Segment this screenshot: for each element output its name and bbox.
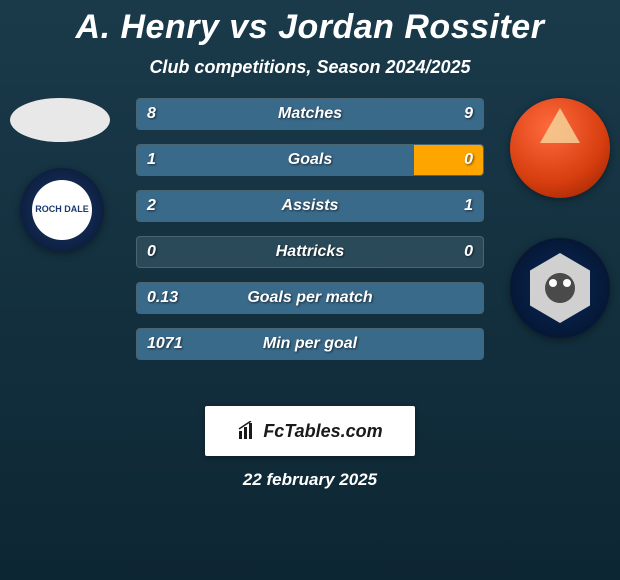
club-badge-right [510, 238, 610, 338]
player-right-avatar [510, 98, 610, 198]
chart-icon [237, 421, 257, 441]
stat-row: 0.13Goals per match [136, 282, 484, 314]
owl-icon [545, 273, 575, 303]
stat-label: Matches [137, 105, 483, 123]
stat-label: Goals [137, 151, 483, 169]
stat-row: 21Assists [136, 190, 484, 222]
stat-row: 10Goals [136, 144, 484, 176]
stat-label: Min per goal [137, 335, 483, 353]
player-left-avatar [10, 98, 110, 142]
stat-label: Assists [137, 197, 483, 215]
stat-row: 1071Min per goal [136, 328, 484, 360]
club-badge-left-text: ROCH DALE [32, 180, 92, 240]
page-subtitle: Club competitions, Season 2024/2025 [0, 57, 620, 78]
comparison-area: ROCH DALE 89Matches10Goals21Assists00Hat… [0, 108, 620, 388]
page-title: A. Henry vs Jordan Rossiter [0, 0, 620, 47]
stat-row: 00Hattricks [136, 236, 484, 268]
footer-date: 22 february 2025 [0, 470, 620, 490]
stat-row: 89Matches [136, 98, 484, 130]
stat-label: Hattricks [137, 243, 483, 261]
brand-text: FcTables.com [263, 421, 382, 442]
stats-container: 89Matches 10Goals 21Assists 00Hattricks 0.13… [136, 98, 484, 374]
stat-label: Goals per match [137, 289, 483, 307]
club-badge-left: ROCH DALE [20, 168, 104, 252]
brand-badge[interactable]: FcTables.com [205, 406, 415, 456]
club-badge-right-shield [530, 253, 590, 323]
